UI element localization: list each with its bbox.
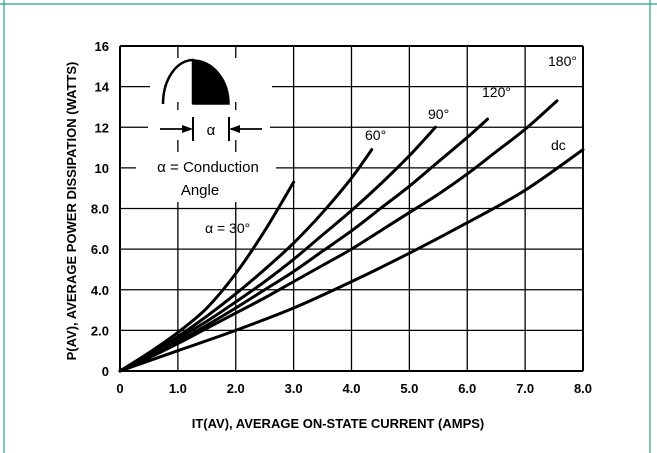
series-line xyxy=(118,180,296,373)
x-tick-label: 5.0 xyxy=(400,381,418,396)
y-tick-label: 8.0 xyxy=(91,202,109,217)
x-axis-title: IT(AV), AVERAGE ON-STATE CURRENT (AMPS) xyxy=(192,416,485,431)
y-axis-title: P(AV), AVERAGE POWER DISSIPATION (WATTS) xyxy=(64,62,79,361)
waveform-outline xyxy=(161,58,195,105)
y-tick-label: 0 xyxy=(102,364,109,379)
series-label: α = 30° xyxy=(205,220,250,236)
curve-labels: α = 30° 60° 90° 120° 180° dc xyxy=(205,53,577,236)
y-tick-label: 2.0 xyxy=(91,323,109,338)
x-tick-label: 0 xyxy=(116,381,123,396)
y-tick-label: 12 xyxy=(95,120,109,135)
y-tick-label: 4.0 xyxy=(91,283,109,298)
y-tick-label: 6.0 xyxy=(91,242,109,257)
curves xyxy=(118,99,585,373)
series-label: 180° xyxy=(548,53,577,69)
x-tick-label: 2.0 xyxy=(227,381,245,396)
conduction-angle-inset: α α = Conduction Angle xyxy=(136,58,276,202)
x-tick-label: 7.0 xyxy=(516,381,534,396)
x-tick-label: 6.0 xyxy=(458,381,476,396)
series-line xyxy=(118,117,490,373)
arrow-left-head xyxy=(182,125,193,133)
y-tick-labels: 0 2.0 4.0 6.0 8.0 10 12 14 16 xyxy=(91,39,110,379)
x-tick-label: 1.0 xyxy=(169,381,187,396)
series-label: 60° xyxy=(365,127,386,143)
x-tick-labels: 0 1.0 2.0 3.0 4.0 5.0 6.0 7.0 8.0 xyxy=(116,381,592,396)
y-tick-label: 14 xyxy=(95,80,110,95)
series-label: dc xyxy=(551,137,566,153)
series-line xyxy=(118,148,585,373)
x-tick-label: 4.0 xyxy=(342,381,360,396)
alpha-symbol: α xyxy=(207,122,216,139)
series-line xyxy=(118,125,437,373)
inset-caption-line1: α = Conduction xyxy=(157,159,259,176)
x-tick-label: 8.0 xyxy=(574,381,592,396)
conduction-region xyxy=(192,59,230,105)
arrow-right-head xyxy=(229,125,240,133)
y-tick-label: 16 xyxy=(95,39,109,54)
x-tick-label: 3.0 xyxy=(285,381,303,396)
series-label: 120° xyxy=(482,84,511,100)
series-label: 90° xyxy=(428,106,449,122)
inset-caption-line2: Angle xyxy=(181,182,219,199)
y-tick-label: 10 xyxy=(95,161,109,176)
series-line xyxy=(118,99,559,373)
